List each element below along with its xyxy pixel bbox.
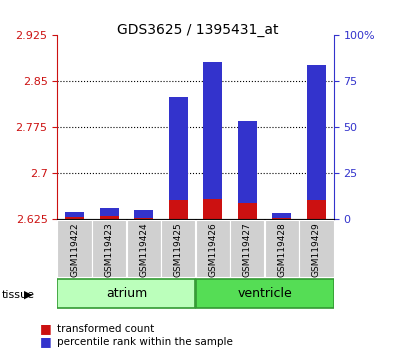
Text: GSM119422: GSM119422 xyxy=(70,222,79,277)
Text: ventricle: ventricle xyxy=(237,287,292,300)
Text: GSM119429: GSM119429 xyxy=(312,222,321,277)
FancyBboxPatch shape xyxy=(57,280,196,308)
Bar xyxy=(100,209,118,216)
FancyBboxPatch shape xyxy=(196,280,334,308)
Bar xyxy=(65,217,84,219)
FancyBboxPatch shape xyxy=(126,220,161,277)
Bar xyxy=(307,65,326,200)
Text: ■: ■ xyxy=(40,322,51,335)
Text: atrium: atrium xyxy=(106,287,147,300)
Bar xyxy=(169,97,188,200)
Bar xyxy=(203,62,222,219)
FancyBboxPatch shape xyxy=(230,220,265,277)
Text: GSM119423: GSM119423 xyxy=(105,222,114,277)
Text: transformed count: transformed count xyxy=(57,324,154,333)
FancyBboxPatch shape xyxy=(265,220,299,277)
Text: percentile rank within the sample: percentile rank within the sample xyxy=(57,337,233,347)
Text: GSM119425: GSM119425 xyxy=(174,222,183,277)
Bar xyxy=(238,121,257,219)
FancyBboxPatch shape xyxy=(196,220,230,277)
Text: ■: ■ xyxy=(40,335,51,348)
FancyBboxPatch shape xyxy=(92,220,126,277)
Bar xyxy=(273,213,292,218)
Bar xyxy=(169,97,188,219)
FancyBboxPatch shape xyxy=(161,220,196,277)
Text: GSM119427: GSM119427 xyxy=(243,222,252,277)
Bar xyxy=(273,218,292,219)
Bar xyxy=(65,211,84,217)
Bar xyxy=(203,62,222,199)
Bar xyxy=(134,210,153,218)
Bar xyxy=(238,121,257,203)
Text: GSM119424: GSM119424 xyxy=(139,222,148,277)
Text: ▶: ▶ xyxy=(24,290,32,299)
FancyBboxPatch shape xyxy=(57,220,92,277)
Bar xyxy=(100,216,118,219)
Text: GSM119428: GSM119428 xyxy=(277,222,286,277)
Bar xyxy=(307,65,326,219)
Text: GDS3625 / 1395431_at: GDS3625 / 1395431_at xyxy=(117,23,278,37)
FancyBboxPatch shape xyxy=(299,220,334,277)
Text: tissue: tissue xyxy=(2,290,35,299)
Text: GSM119426: GSM119426 xyxy=(208,222,217,277)
Bar xyxy=(134,218,153,219)
